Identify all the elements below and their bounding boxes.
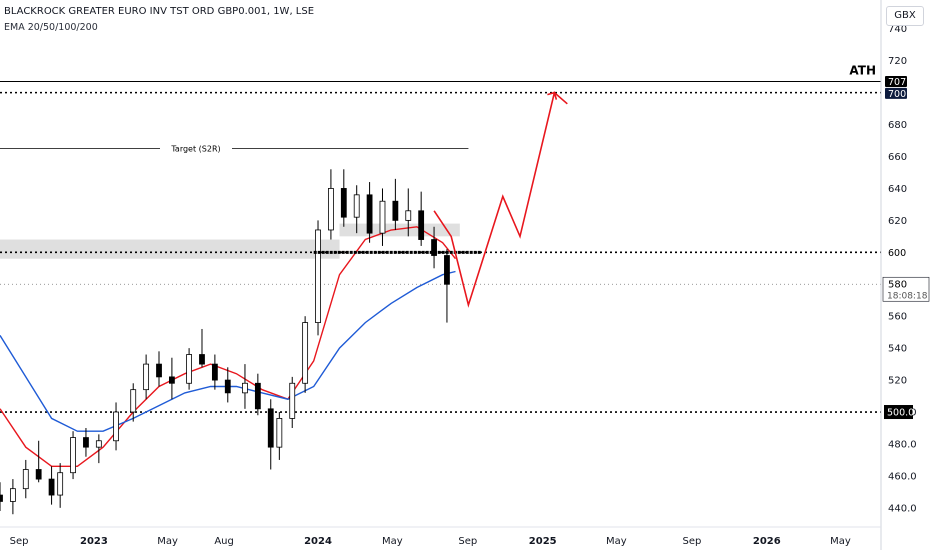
candle-body [199, 354, 205, 365]
candle-body [9, 488, 16, 502]
candle-body [366, 194, 373, 234]
time-tick-label: 2026 [753, 536, 781, 547]
candle-body [83, 437, 89, 448]
candle-body [302, 322, 309, 384]
chart-title: BLACKROCK GREATER EURO INV TST ORD GBP0.… [4, 6, 315, 17]
price-tick-label: 740 [888, 24, 907, 35]
target-line-group: Target (S2R) [0, 145, 469, 154]
candle-body [224, 379, 231, 394]
candle-body [267, 408, 274, 448]
candle-body [242, 382, 248, 394]
candle-body [444, 255, 450, 285]
candle-body [405, 210, 412, 221]
projection-arrow-head [547, 91, 558, 100]
candle-body [418, 210, 425, 240]
time-tick-label: Sep [458, 536, 477, 547]
currency-selector[interactable]: GBX [886, 6, 924, 26]
badge-700: 700 [888, 89, 906, 100]
price-tick-label: 660 [888, 152, 907, 163]
time-tick-label: 2023 [80, 536, 108, 547]
badge-700-bg [885, 87, 907, 99]
candle-body [143, 363, 150, 391]
price-tick-label: 720 [888, 56, 907, 67]
price-tick-label: 460.0 [888, 471, 917, 482]
price-tick-label: 480.0 [888, 439, 917, 450]
candle-body [35, 469, 42, 480]
badge-ath-bg [885, 75, 907, 87]
candle-body [328, 188, 334, 231]
price-tick-label: 440.0 [888, 503, 917, 514]
ema-lines [0, 226, 457, 467]
time-tick-label: 2025 [529, 536, 557, 547]
support-zone [339, 223, 460, 237]
time-tick-label: Aug [214, 536, 234, 547]
badge-ath: 707 [888, 77, 906, 88]
candle-body [353, 194, 360, 218]
badge-countdown: 18:08:18 [887, 291, 928, 301]
badge-last-bg [882, 276, 930, 302]
candles [0, 169, 450, 515]
time-tick-label: May [830, 536, 851, 547]
chart-labels: ATH [849, 63, 876, 77]
candle-body [156, 363, 162, 378]
candle-body [169, 376, 175, 384]
candle-body [113, 411, 119, 442]
candle-body [70, 437, 76, 474]
candle-body [289, 382, 296, 419]
ath-label: ATH [849, 63, 876, 77]
price-tick-label: 520 [888, 376, 907, 387]
candle-body [392, 200, 399, 221]
badge-600: 600 [888, 248, 906, 259]
price-tick-label: 640 [888, 184, 907, 195]
time-tick-label: May [606, 536, 627, 547]
candle-body [95, 440, 102, 448]
time-tick-label: 2024 [304, 536, 332, 547]
target-label: Target (S2R) [170, 145, 220, 154]
ema-fast-line [0, 226, 457, 467]
candle-body [276, 418, 283, 448]
candle-body [431, 239, 437, 256]
badge-500-bg [884, 405, 913, 420]
candle-body [379, 200, 386, 234]
badge-500: 500.0 [887, 408, 914, 419]
candle-body [186, 354, 192, 384]
time-tick-label: May [382, 536, 403, 547]
time-tick-label: Sep [10, 536, 29, 547]
projection-group [433, 91, 568, 308]
price-tick-label: 560 [888, 312, 907, 323]
indicator-legend[interactable]: EMA 20/50/100/200 [4, 22, 98, 33]
badge-600-bg [885, 245, 907, 259]
candle-body [211, 363, 218, 381]
axes[interactable]: 740 720 700 680 660 640 620 600 580 560 540 520 500.… [0, 0, 917, 550]
time-tick-label: Sep [682, 536, 701, 547]
candle-body [130, 389, 137, 413]
price-tick-label: 540 [888, 344, 907, 355]
ema-slow-line [0, 270, 456, 432]
candle-body [48, 478, 55, 496]
candle-body [315, 229, 321, 323]
price-tick-label: 680 [888, 120, 907, 131]
candle-body [57, 472, 64, 496]
candle-body [340, 188, 347, 218]
support-zone [0, 239, 340, 259]
time-tick-label: May [157, 536, 178, 547]
badge-last-price: 580 [888, 279, 907, 290]
candle-body [254, 382, 261, 410]
candle-body [22, 469, 29, 490]
price-tick-label: 620 [888, 216, 907, 227]
candle-body [0, 494, 3, 502]
projection-path [433, 91, 568, 308]
